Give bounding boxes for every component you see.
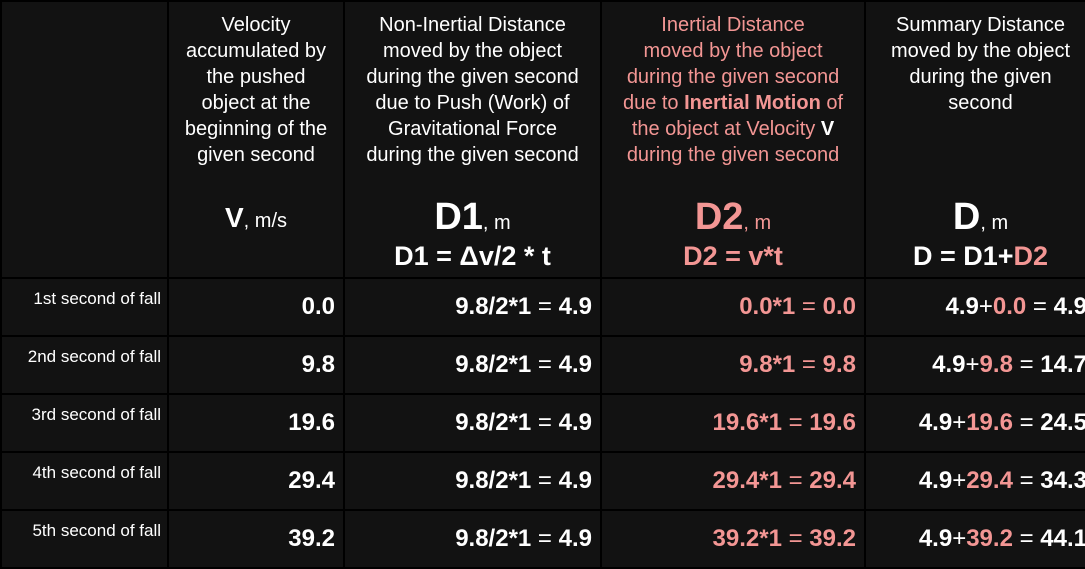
row-label: 5th second of fall bbox=[0, 509, 169, 569]
d-formula: D = D1+D2 bbox=[912, 241, 1049, 271]
d2-expression: 0.0*1 bbox=[739, 293, 796, 320]
d-value: 14.7 bbox=[1040, 351, 1085, 378]
d-d1-part: 4.9 bbox=[918, 409, 953, 436]
d2-cell: 0.0*1 = 0.0 bbox=[600, 277, 866, 337]
d1-value: 4.9 bbox=[558, 467, 592, 494]
row-label: 3rd second of fall bbox=[0, 393, 169, 453]
d-cell: 4.9+39.2 = 44.1 bbox=[864, 509, 1085, 569]
d2-header: Inertial Distance moved by the object du… bbox=[600, 0, 866, 279]
d-header: Summary Distance moved by the object dur… bbox=[864, 0, 1085, 279]
velocity-cell: 0.0 bbox=[167, 277, 345, 337]
d1-value: 4.9 bbox=[558, 525, 592, 552]
table-row: 2nd second of fall 9.8 9.8/2*1 = 4.9 9.8*1 … bbox=[0, 335, 1085, 395]
d-d2-part: 29.4 bbox=[966, 467, 1013, 494]
d-value: 44.1 bbox=[1040, 525, 1085, 552]
d-d2-part: 19.6 bbox=[966, 409, 1013, 436]
d1-value: 4.9 bbox=[558, 409, 592, 436]
row-label: 1st second of fall bbox=[0, 277, 169, 337]
d1-value: 4.9 bbox=[558, 351, 592, 378]
d1-expression: 9.8/2*1 bbox=[455, 351, 532, 378]
d1-expression: 9.8/2*1 bbox=[455, 467, 532, 494]
velocity-header: Velocity accumulated by the pushed objec… bbox=[167, 0, 345, 279]
d1-symbol: D1, m D1 = Δv/2 * t bbox=[345, 196, 600, 272]
d1-expression: 9.8/2*1 bbox=[455, 293, 532, 320]
d1-description: Non-Inertial Distance moved by the objec… bbox=[366, 14, 579, 166]
d-cell: 4.9+9.8 = 14.7 bbox=[864, 335, 1085, 395]
d2-value: 19.6 bbox=[809, 409, 856, 436]
d-d1-part: 4.9 bbox=[932, 351, 966, 378]
table-row: 5th second of fall 39.2 9.8/2*1 = 4.9 39.2*… bbox=[0, 509, 1085, 569]
d-value: 24.5 bbox=[1040, 409, 1085, 436]
d2-expression: 39.2*1 bbox=[712, 525, 782, 552]
velocity-cell: 39.2 bbox=[167, 509, 345, 569]
row-label: 2nd second of fall bbox=[0, 335, 169, 395]
d-d1-part: 4.9 bbox=[918, 525, 953, 552]
table-row: 1st second of fall 0.0 9.8/2*1 = 4.9 0.0*1 … bbox=[0, 277, 1085, 337]
d2-expression: 29.4*1 bbox=[712, 467, 782, 494]
d2-formula: D2 = v*t bbox=[683, 241, 783, 271]
d-description: Summary Distance moved by the object dur… bbox=[891, 14, 1070, 114]
d-symbol: D, m D = D1+D2 bbox=[866, 196, 1085, 272]
d2-expression: 19.6*1 bbox=[712, 409, 782, 436]
table-row: 4th second of fall 29.4 9.8/2*1 = 4.9 29.4*… bbox=[0, 451, 1085, 511]
velocity-symbol: V, m/s bbox=[224, 202, 288, 233]
d1-expression: 9.8/2*1 bbox=[455, 409, 532, 436]
d2-value: 39.2 bbox=[809, 525, 856, 552]
d1-formula: D1 = Δv/2 * t bbox=[394, 241, 551, 271]
d1-value: 4.9 bbox=[558, 293, 592, 320]
d2-cell: 39.2*1 = 39.2 bbox=[600, 509, 866, 569]
d2-value: 29.4 bbox=[809, 467, 856, 494]
d1-cell: 9.8/2*1 = 4.9 bbox=[343, 393, 602, 453]
d-d2-part: 9.8 bbox=[979, 351, 1013, 378]
velocity-description: Velocity accumulated by the pushed objec… bbox=[184, 14, 328, 166]
d-value: 34.3 bbox=[1040, 467, 1085, 494]
velocity-cell: 19.6 bbox=[167, 393, 345, 453]
d1-cell: 9.8/2*1 = 4.9 bbox=[343, 277, 602, 337]
d-d2-part: 39.2 bbox=[966, 525, 1013, 552]
d-value: 4.9 bbox=[1053, 293, 1085, 320]
d2-value: 0.0 bbox=[822, 293, 856, 320]
d2-cell: 29.4*1 = 29.4 bbox=[600, 451, 866, 511]
d-d1-part: 4.9 bbox=[945, 293, 979, 320]
d2-cell: 19.6*1 = 19.6 bbox=[600, 393, 866, 453]
d2-description: Inertial Distance moved by the object du… bbox=[622, 14, 844, 166]
table-row: 3rd second of fall 19.6 9.8/2*1 = 4.9 19.6*… bbox=[0, 393, 1085, 453]
d1-cell: 9.8/2*1 = 4.9 bbox=[343, 451, 602, 511]
d1-expression: 9.8/2*1 bbox=[455, 525, 532, 552]
d2-cell: 9.8*1 = 9.8 bbox=[600, 335, 866, 395]
row-label: 4th second of fall bbox=[0, 451, 169, 511]
header-row: Velocity accumulated by the pushed objec… bbox=[0, 0, 1085, 279]
d2-symbol: D2, m D2 = v*t bbox=[602, 196, 864, 272]
velocity-cell: 9.8 bbox=[167, 335, 345, 395]
d1-cell: 9.8/2*1 = 4.9 bbox=[343, 509, 602, 569]
d-cell: 4.9+19.6 = 24.5 bbox=[864, 393, 1085, 453]
velocity-cell: 29.4 bbox=[167, 451, 345, 511]
d-cell: 4.9+29.4 = 34.3 bbox=[864, 451, 1085, 511]
d2-expression: 9.8*1 bbox=[739, 351, 796, 378]
corner-cell bbox=[0, 0, 169, 279]
d1-cell: 9.8/2*1 = 4.9 bbox=[343, 335, 602, 395]
d-d2-part: 0.0 bbox=[992, 293, 1027, 320]
d-cell: 4.9+0.0 = 4.9 bbox=[864, 277, 1085, 337]
d1-header: Non-Inertial Distance moved by the objec… bbox=[343, 0, 602, 279]
d2-value: 9.8 bbox=[822, 351, 856, 378]
d-d1-part: 4.9 bbox=[918, 467, 953, 494]
